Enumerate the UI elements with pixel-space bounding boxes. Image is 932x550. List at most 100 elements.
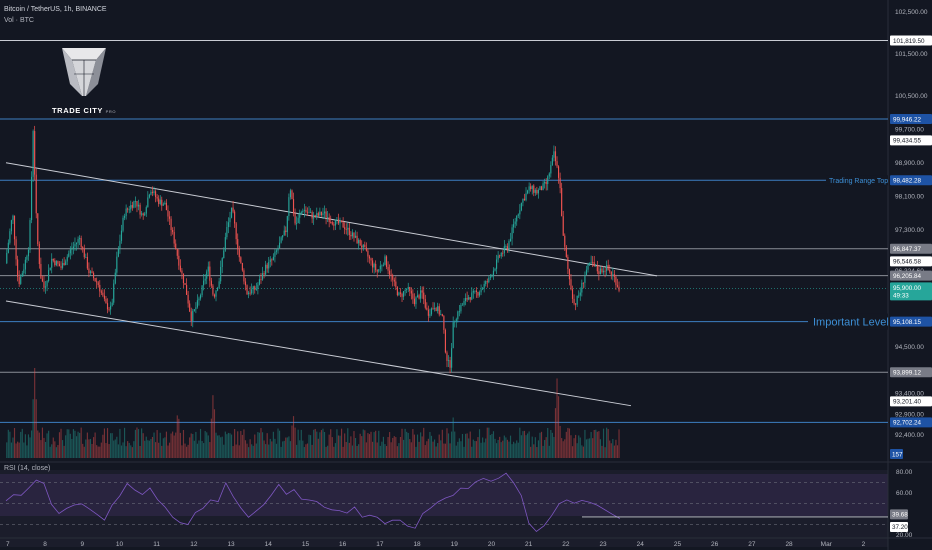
- level-tag: [890, 417, 932, 428]
- candle-body: [522, 198, 524, 203]
- volume-bar: [125, 446, 127, 458]
- volume-bar: [127, 441, 129, 458]
- volume-bar: [334, 443, 336, 458]
- candle-body: [359, 239, 361, 246]
- candle-body: [466, 298, 468, 300]
- volume-bar: [598, 431, 600, 458]
- volume-bar: [359, 433, 361, 458]
- volume-bar: [396, 446, 398, 458]
- volume-bar: [378, 430, 380, 458]
- candle-body: [79, 238, 81, 240]
- candle-body: [266, 264, 268, 269]
- candle-body: [441, 314, 443, 317]
- volume-bar: [176, 415, 178, 458]
- volume-bar: [17, 441, 19, 458]
- volume-bar: [252, 445, 254, 458]
- candle-body: [571, 289, 574, 299]
- candle-body: [186, 284, 188, 295]
- candle-body: [410, 290, 412, 294]
- volume-bar: [96, 445, 98, 458]
- volume-bar: [286, 437, 288, 458]
- candle-body: [576, 295, 578, 305]
- candle-body: [164, 202, 166, 205]
- volume-bar: [182, 429, 185, 458]
- volume-bar: [590, 432, 592, 458]
- time-tick-label: 26: [711, 541, 719, 548]
- volume-bar: [153, 432, 155, 458]
- candle-body: [69, 249, 71, 254]
- volume-bar: [110, 433, 112, 458]
- candle-body: [198, 298, 200, 301]
- time-tick-label: 2: [862, 541, 866, 548]
- candle-body: [463, 301, 465, 305]
- volume-bar: [376, 442, 378, 458]
- volume-bar: [551, 432, 553, 458]
- volume-bar: [550, 429, 552, 458]
- candle-body: [465, 298, 467, 302]
- volume-bar: [12, 437, 14, 458]
- volume-bar: [167, 445, 169, 458]
- candle-body: [41, 278, 43, 282]
- volume-bar: [474, 441, 476, 458]
- volume-bar: [207, 435, 209, 458]
- level-tag-label: 93,899.12: [893, 370, 922, 377]
- candle-body: [469, 297, 471, 300]
- volume-bar: [325, 446, 327, 458]
- candle-body: [407, 286, 409, 289]
- candle-body: [52, 258, 54, 261]
- volume-bar: [248, 447, 250, 458]
- price-tick-label: 100,500.00: [895, 93, 928, 100]
- candle-body: [564, 235, 566, 247]
- candle-body: [508, 241, 510, 250]
- volume-bar: [342, 446, 344, 458]
- candle-body: [477, 291, 479, 296]
- level-tag-label: 95,108.15: [893, 319, 922, 326]
- volume-bar: [213, 409, 216, 458]
- volume-bar: [499, 436, 501, 458]
- candle-body: [444, 329, 446, 353]
- candle-body: [172, 230, 174, 233]
- volume-tag-label: 157: [892, 452, 903, 459]
- time-tick-label: 28: [785, 541, 793, 548]
- volume-bar: [593, 430, 595, 458]
- volume-bar: [492, 431, 495, 458]
- volume-bar: [319, 432, 321, 458]
- candle-body: [167, 210, 169, 217]
- trendline: [5, 162, 658, 277]
- volume-bar: [367, 433, 369, 458]
- candle-body: [398, 292, 400, 296]
- time-tick-label: 19: [451, 541, 459, 548]
- volume-bar: [478, 429, 481, 458]
- candle-body: [292, 199, 295, 214]
- candle-body: [575, 303, 577, 305]
- candle-body: [497, 255, 499, 260]
- candle-body: [77, 239, 79, 243]
- volume-bar: [341, 428, 343, 458]
- candle-body: [210, 280, 212, 286]
- volume-bar: [206, 432, 208, 458]
- volume-bar: [392, 437, 394, 458]
- volume-bar: [69, 433, 71, 458]
- price-tick-label: 92,400.00: [895, 432, 924, 439]
- volume-bar: [91, 443, 93, 458]
- candle-body: [345, 229, 347, 230]
- volume-bar: [139, 445, 141, 458]
- volume-bar: [607, 429, 609, 458]
- candle-body: [592, 261, 594, 263]
- candle-body: [40, 264, 42, 279]
- level-tag: [890, 256, 932, 267]
- volume-bar: [181, 445, 183, 458]
- volume-bar: [519, 427, 521, 458]
- volume-bar: [63, 445, 65, 458]
- candle-body: [562, 216, 564, 236]
- candle-body: [133, 201, 135, 208]
- candle-body: [534, 190, 536, 193]
- candle-body: [364, 244, 366, 248]
- level-tag-label: 98,482.28: [893, 178, 922, 185]
- volume-bar: [229, 433, 231, 458]
- volume-bar: [192, 434, 194, 458]
- volume-bar: [209, 442, 211, 458]
- rsi-tag-label: 39.68: [892, 512, 908, 519]
